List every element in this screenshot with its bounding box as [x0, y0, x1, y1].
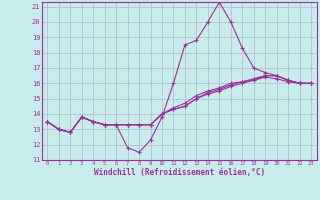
- X-axis label: Windchill (Refroidissement éolien,°C): Windchill (Refroidissement éolien,°C): [94, 168, 265, 177]
